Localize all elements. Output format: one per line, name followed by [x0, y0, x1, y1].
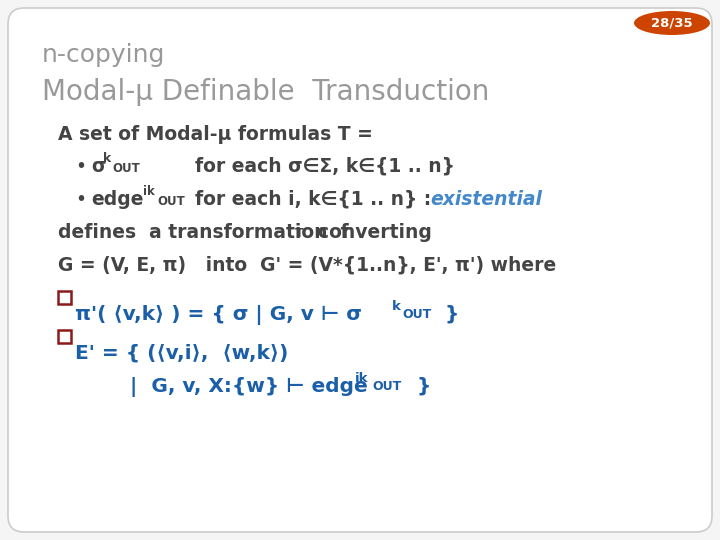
Text: •: •: [75, 157, 86, 176]
Text: }: }: [438, 305, 459, 324]
Text: k: k: [103, 152, 112, 165]
Text: }: }: [410, 377, 431, 396]
Text: defines  a transformation  f: defines a transformation f: [58, 223, 348, 242]
Text: ik: ik: [143, 185, 155, 198]
Text: |  G, v, X:{w} ⊢ edge: | G, v, X:{w} ⊢ edge: [130, 377, 368, 397]
Text: E' = { (⟨v,i⟩,  ⟨w,k⟩): E' = { (⟨v,i⟩, ⟨w,k⟩): [75, 344, 289, 363]
Text: existential: existential: [430, 190, 542, 209]
Bar: [58, 291, 71, 304]
Text: •: •: [75, 190, 86, 209]
Text: for each σ∈Σ, k∈{1 .. n}: for each σ∈Σ, k∈{1 .. n}: [195, 157, 455, 176]
Text: k: k: [392, 300, 401, 313]
Ellipse shape: [634, 11, 710, 35]
Text: edge: edge: [91, 190, 143, 209]
Text: for each i, k∈{1 .. n} :: for each i, k∈{1 .. n} :: [195, 190, 431, 209]
Text: σ: σ: [91, 157, 106, 176]
Text: n-copying: n-copying: [42, 43, 166, 67]
Text: π'( ⟨v,k⟩ ) = { σ | G, v ⊢ σ: π'( ⟨v,k⟩ ) = { σ | G, v ⊢ σ: [75, 305, 362, 325]
Text: OUT: OUT: [157, 195, 185, 208]
Text: ik: ik: [355, 372, 369, 385]
Text: OUT: OUT: [372, 380, 401, 393]
Text: OUT: OUT: [112, 162, 140, 175]
Text: Modal-μ Definable  Transduction: Modal-μ Definable Transduction: [42, 78, 490, 106]
Text: OUT: OUT: [402, 308, 431, 321]
Text: G = (V, E, π)   into  G' = (V*{1..n}, E', π') where: G = (V, E, π) into G' = (V*{1..n}, E', π…: [58, 256, 557, 275]
Bar: [58, 330, 71, 343]
Text: T: T: [295, 227, 304, 240]
Text: converting: converting: [305, 223, 432, 242]
FancyBboxPatch shape: [8, 8, 712, 532]
Text: A set of Modal-μ formulas T =: A set of Modal-μ formulas T =: [58, 125, 373, 144]
Text: 28/35: 28/35: [651, 17, 693, 30]
